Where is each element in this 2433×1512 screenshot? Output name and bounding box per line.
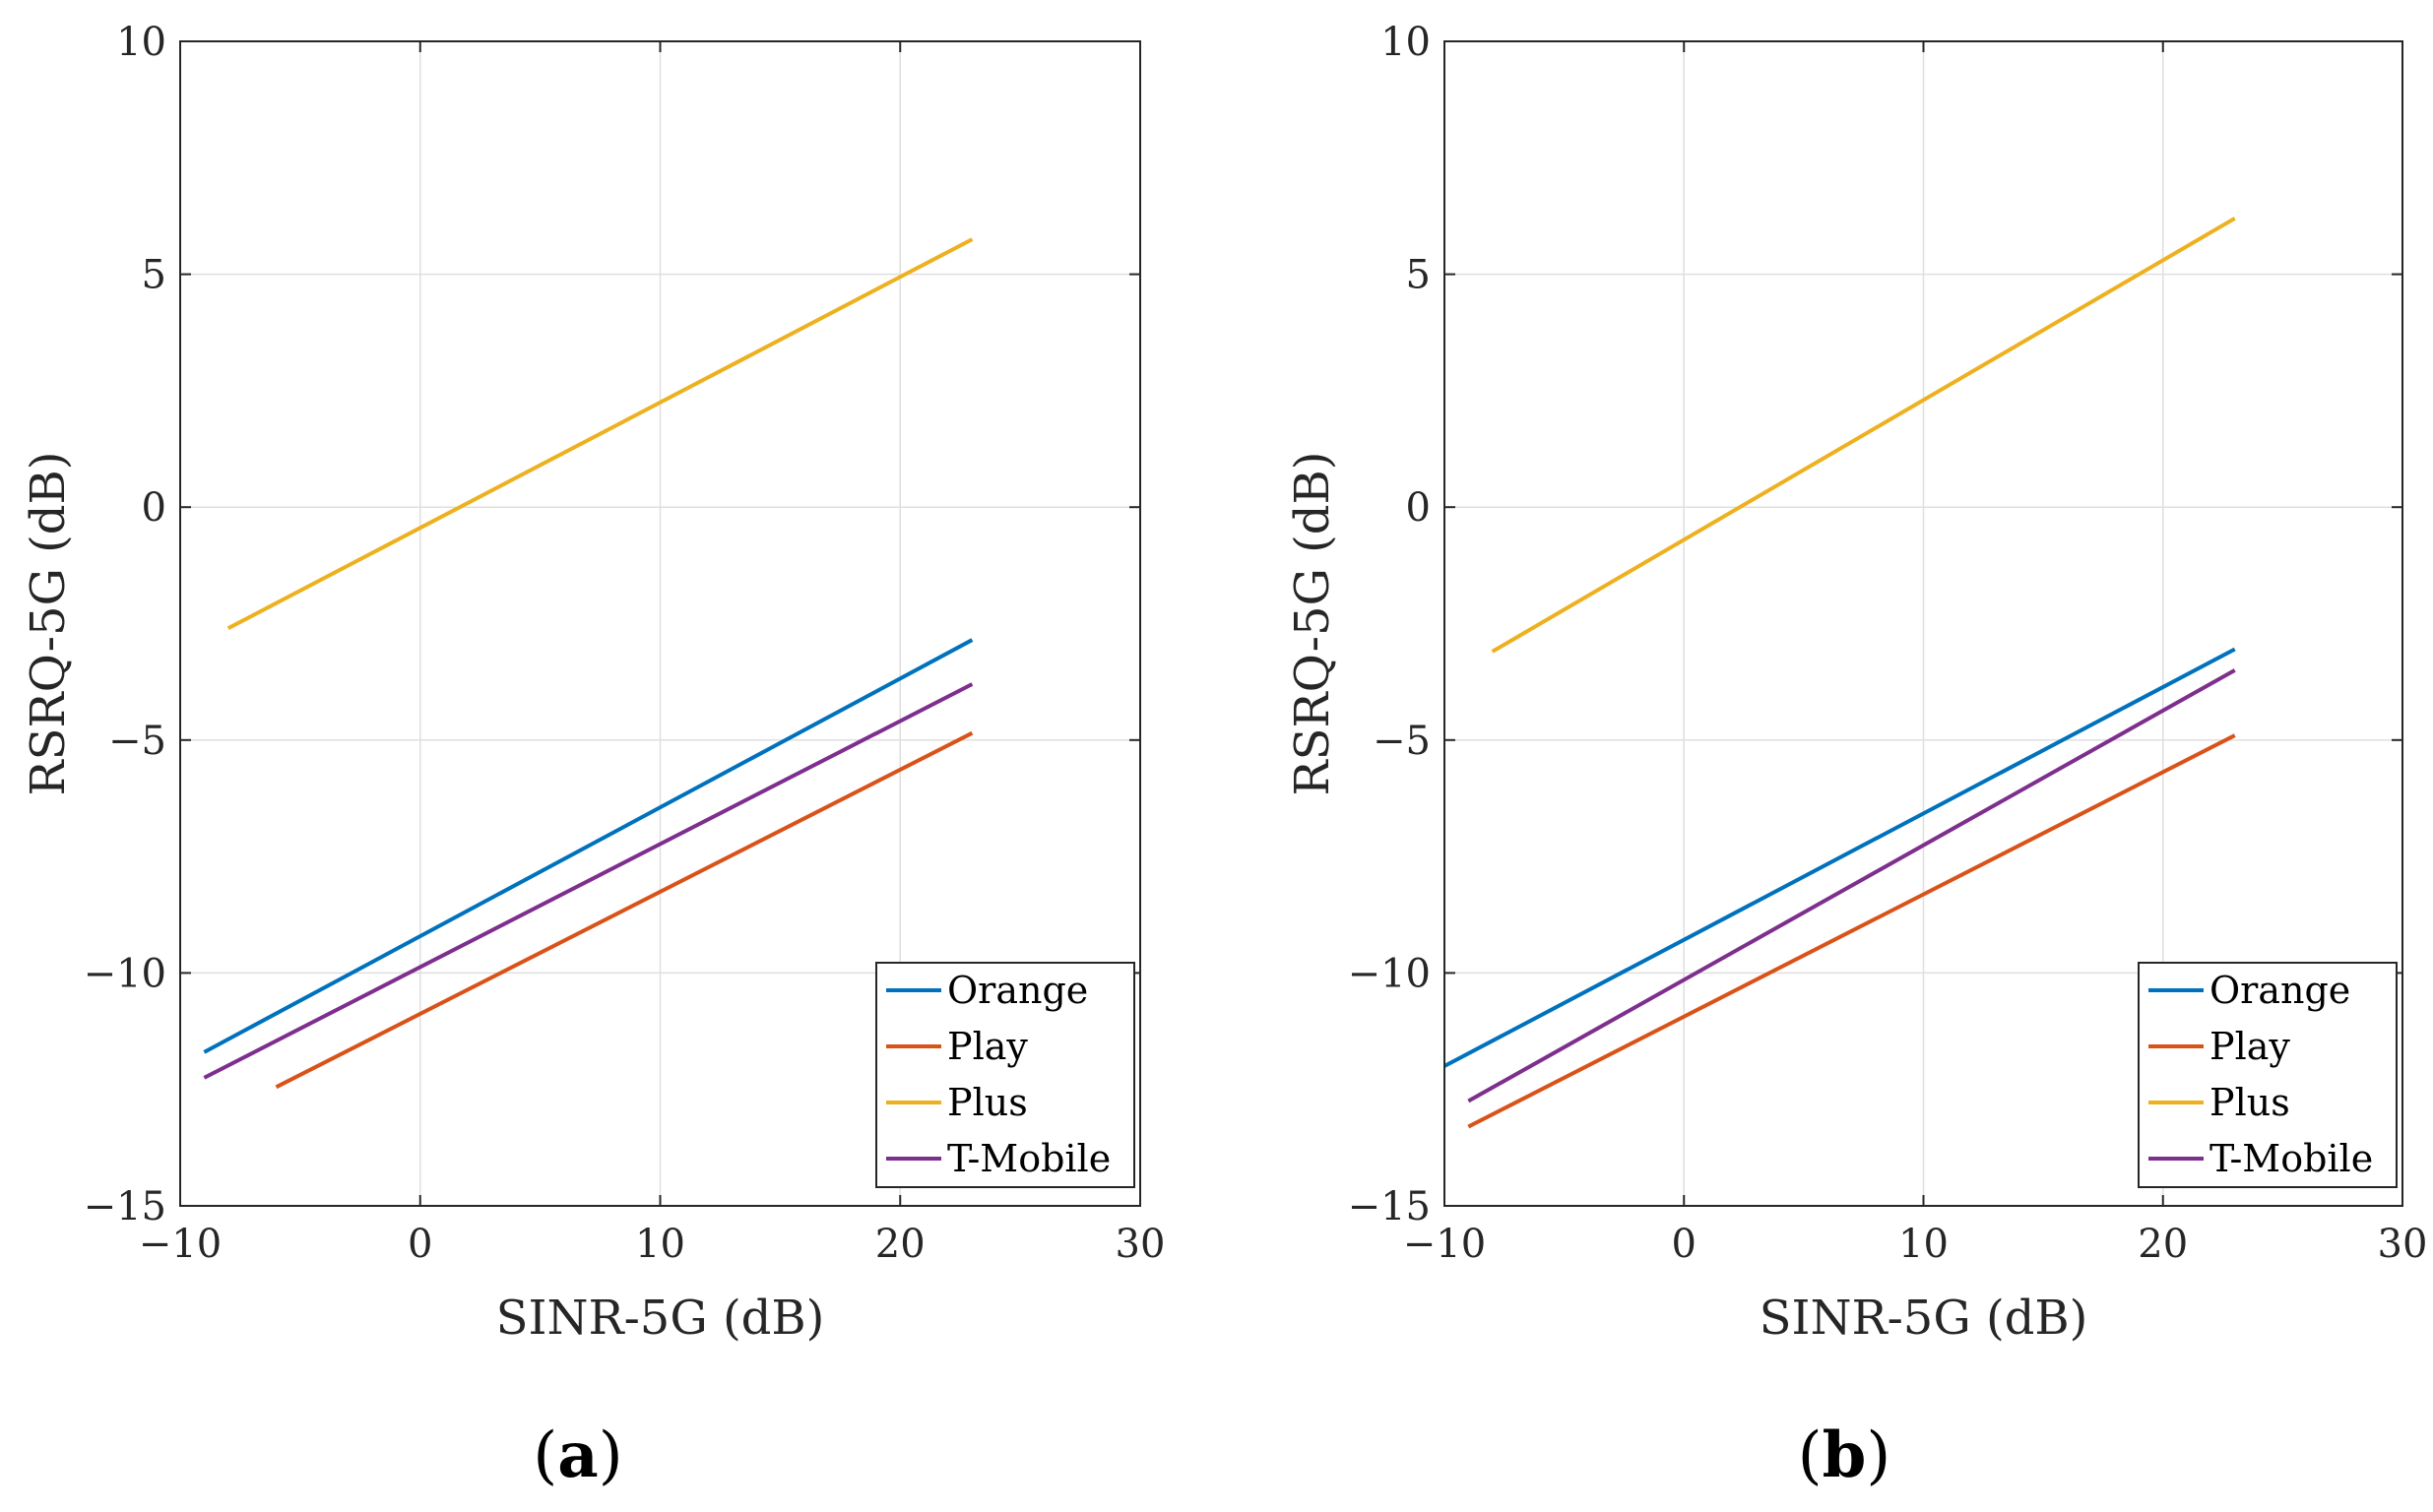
legend-label-plus: Plus — [947, 1081, 1028, 1124]
y-axis-label: RSRQ-5G (dB) — [1285, 451, 1340, 795]
x-tick-label: −10 — [139, 1222, 222, 1267]
legend-label-orange: Orange — [2209, 969, 2350, 1012]
y-tick-label: 0 — [1406, 485, 1431, 531]
legend-label-plus: Plus — [2209, 1081, 2290, 1124]
series-line-plus — [1491, 217, 2236, 654]
x-tick-label: 0 — [408, 1222, 432, 1267]
panel-label-letter: b — [1823, 1418, 1867, 1492]
axes-box — [179, 40, 1141, 1207]
x-tick-label: 10 — [635, 1222, 685, 1267]
x-axis-label: SINR-5G (dB) — [496, 1291, 825, 1346]
legend-box — [875, 962, 1135, 1188]
y-tick-label: 10 — [1380, 20, 1431, 65]
legend: Orange Play Plus T-Mobile — [2138, 962, 2398, 1188]
legend-label-play: Play — [2209, 1025, 2290, 1068]
legend-box — [2138, 962, 2398, 1188]
x-tick-label: 30 — [1116, 1222, 1166, 1267]
panel-label: (a) — [533, 1418, 622, 1492]
x-tick-label: −10 — [1403, 1222, 1486, 1267]
legend-label-play: Play — [947, 1025, 1028, 1068]
legend-label-t-mobile: T-Mobile — [947, 1137, 1111, 1180]
y-tick-label: −15 — [1348, 1184, 1431, 1229]
series-line-orange — [203, 638, 974, 1054]
series-line-play — [275, 730, 974, 1090]
axes-box — [1443, 40, 2403, 1207]
legend-label-t-mobile: T-Mobile — [2209, 1137, 2373, 1180]
y-tick-label: −10 — [84, 951, 166, 996]
y-axis-label: RSRQ-5G (dB) — [21, 451, 76, 795]
series-line-orange — [1443, 647, 2236, 1068]
series-line-play — [1467, 733, 2236, 1129]
y-tick-label: 0 — [142, 485, 166, 531]
y-tick-label: −15 — [84, 1184, 166, 1229]
x-tick-label: 20 — [2138, 1222, 2188, 1267]
legend: Orange Play Plus T-Mobile — [875, 962, 1135, 1188]
series-line-t-mobile — [1467, 668, 2236, 1103]
x-tick-label: 30 — [2378, 1222, 2428, 1267]
x-axis-label: SINR-5G (dB) — [1760, 1291, 2088, 1346]
y-tick-label: −5 — [1373, 719, 1431, 764]
y-tick-label: 5 — [142, 253, 166, 298]
y-tick-label: −5 — [108, 719, 166, 764]
y-tick-label: 5 — [1406, 253, 1431, 298]
series-line-t-mobile — [203, 682, 974, 1080]
x-tick-label: 0 — [1672, 1222, 1697, 1267]
x-tick-label: 10 — [1898, 1222, 1949, 1267]
y-tick-label: 10 — [116, 20, 166, 65]
x-tick-label: 20 — [875, 1222, 926, 1267]
legend-label-orange: Orange — [947, 969, 1088, 1012]
panel-label-letter: a — [557, 1418, 598, 1492]
series-line-plus — [226, 237, 974, 631]
panel-label: (b) — [1798, 1418, 1891, 1492]
y-tick-label: −10 — [1348, 951, 1431, 996]
